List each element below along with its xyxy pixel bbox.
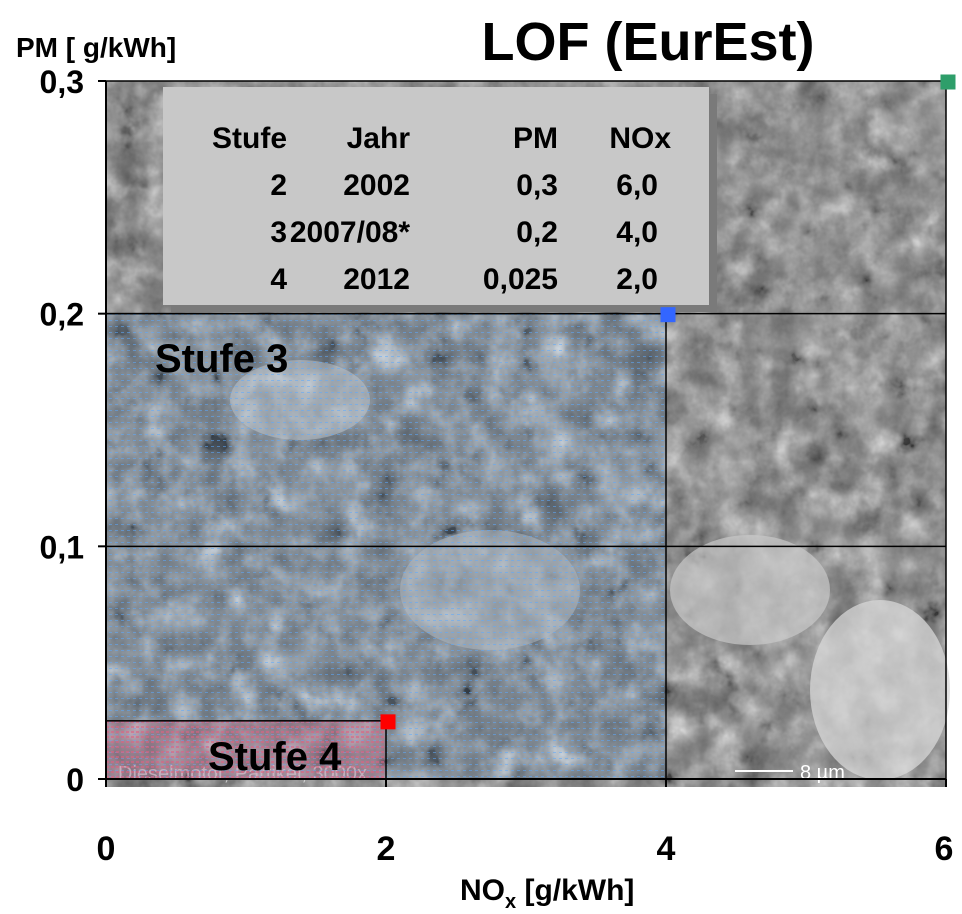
table-cell: 2002 xyxy=(343,169,410,202)
scale-bar-label: 8 µm xyxy=(800,762,845,784)
point-stufe-2 xyxy=(940,74,956,90)
particle-blob xyxy=(670,535,830,645)
y-axis-label: PM [ g/kWh] xyxy=(16,32,176,63)
y-tick-label: 0 xyxy=(66,762,84,798)
table-cell: 0,025 xyxy=(483,263,558,296)
x-tick-label: 2 xyxy=(377,830,396,868)
table-cell: 0,2 xyxy=(516,216,558,249)
table-cell: 3 xyxy=(270,216,287,249)
table-cell: 2 xyxy=(270,169,287,202)
region-label: Stufe 3 xyxy=(155,337,288,381)
point-stufe-3 xyxy=(660,307,676,323)
x-tick-label: 6 xyxy=(935,830,954,868)
table-cell: 4 xyxy=(270,263,287,296)
region-label: Stufe 4 xyxy=(208,735,342,779)
table-header-jahr: Jahr xyxy=(347,122,411,155)
table-header-pm: PM xyxy=(513,122,558,155)
y-tick-label: 0,2 xyxy=(40,297,84,333)
region-pattern xyxy=(106,720,386,779)
y-tick-label: 0,3 xyxy=(40,64,84,100)
x-axis-label: NOx [g/kWh] xyxy=(460,874,634,913)
table-header-nox: NOx xyxy=(609,122,671,155)
x-tick-label: 0 xyxy=(97,830,116,868)
y-tick-label: 0,1 xyxy=(40,529,84,565)
table-cell: 2012 xyxy=(343,263,410,296)
particle-blob xyxy=(810,600,950,780)
chart-title: LOF (EurEst) xyxy=(482,12,815,72)
table-cell: 2,0 xyxy=(616,263,658,296)
point-stufe-4 xyxy=(380,714,396,730)
table-cell: 4,0 xyxy=(616,216,658,249)
x-tick-label: 4 xyxy=(657,830,676,868)
table-cell: 0,3 xyxy=(516,169,558,202)
table-cell: 6,0 xyxy=(616,169,658,202)
table-box xyxy=(163,87,709,305)
table-header-stufe: Stufe xyxy=(212,122,287,155)
table-cell: 2007/08* xyxy=(290,216,410,249)
